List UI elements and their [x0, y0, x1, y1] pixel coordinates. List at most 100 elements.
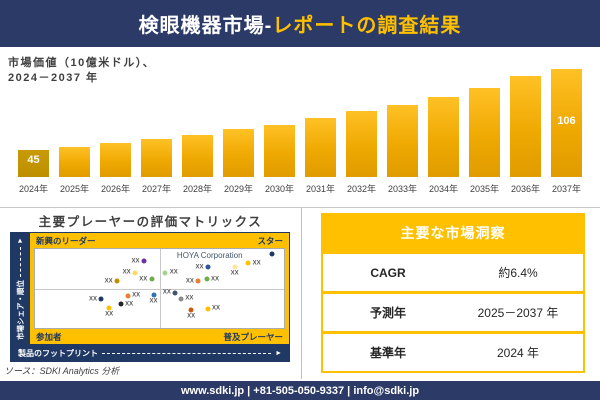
insights-row-CAGR: CAGR 約6.4%	[323, 254, 583, 291]
source-note: ソース：SDKI Analytics 分析	[4, 366, 120, 376]
horizontal-divider	[0, 207, 600, 208]
bar-rect	[100, 143, 146, 181]
page-title: 検眼機器市場-レポートの調査結果	[139, 9, 462, 38]
matrix-point-label: XX	[104, 278, 113, 285]
matrix-point: XX	[245, 260, 261, 266]
bar-rect	[469, 88, 515, 181]
chart-title-line2: 2024－2037 年	[8, 72, 99, 84]
bar-year-label: 2036年	[510, 184, 541, 194]
insights-table-header: 主要な市場洞察	[323, 215, 583, 251]
bar-value-label: 45	[27, 154, 40, 166]
matrix-point: XX	[196, 264, 211, 270]
matrix-point-label: XX	[122, 269, 131, 276]
matrix-point-label: XX	[187, 313, 196, 320]
bar-value-label: 106	[557, 115, 576, 127]
bar-chart: 45 2024年 2025年 2026年 2027年 2028年 2029年 2030年 203…	[13, 69, 597, 201]
chart-bar-2026年: 2026年	[95, 69, 146, 201]
bar-year-label: 2026年	[100, 184, 131, 194]
matrix-point: XX	[231, 264, 239, 277]
chart-bar-2027年: 2027年	[136, 69, 187, 201]
footer: www.sdki.jp | +81-505-050-9337 | info@sd…	[0, 381, 600, 400]
matrix-point-label: XX	[149, 298, 158, 305]
matrix-point: XX	[162, 270, 178, 276]
bar-rect	[346, 111, 392, 181]
matrix-point: XX	[105, 305, 113, 318]
bar-year-label: 2030年	[264, 184, 295, 194]
matrix-x-axis: 製品のフットプリント ►	[10, 345, 290, 362]
insights-row-label: 基準年	[369, 346, 406, 360]
quadrant-label-participants: 参加者	[36, 331, 62, 342]
bar-year-label: 2024年	[18, 184, 49, 194]
chart-bar-2033年: 2033年	[382, 69, 433, 201]
insights-row-value: 約6.4%	[498, 266, 538, 280]
bar-year-label: 2032年	[346, 184, 377, 194]
bar-rect	[141, 139, 187, 181]
bar-rect	[305, 118, 351, 181]
company-annotation: HOYA Corporation	[176, 250, 243, 260]
insights-row-基準年: 基準年 2024 年	[323, 334, 583, 371]
bar-year-label: 2028年	[182, 184, 213, 194]
chart-bar-2024年: 45 2024年	[13, 69, 64, 201]
matrix-point-label: XX	[88, 296, 97, 303]
chart-title: 市場価値（10億米ドル）、 2024－2037 年	[8, 56, 155, 86]
matrix-point: XX	[89, 296, 104, 302]
evaluation-matrix: 市場シェア・順位 ► 新興のリーダー スター HOYA Corporation …	[10, 232, 290, 362]
bar-year-label: 2037年	[551, 184, 582, 194]
insights-row-value: 2025－2037 年	[477, 306, 559, 320]
page-title-accent: レポートの調査結果	[272, 15, 462, 37]
matrix-plot-area: HOYA Corporation XX XX XX XX XX XX XX XX XX XX XX X…	[34, 248, 285, 329]
matrix-point: XX	[105, 278, 120, 284]
matrix-point-label: XX	[195, 264, 204, 271]
matrix-point-label: XX	[162, 289, 171, 296]
bar-year-label: 2025年	[59, 184, 90, 194]
matrix-frame: 新興のリーダー スター HOYA Corporation XX XX XX XX XX X…	[30, 232, 290, 345]
bar-rect	[264, 125, 310, 181]
matrix-point	[269, 251, 275, 257]
quadrant-label-stars: スター	[257, 235, 283, 246]
bar-rect	[387, 105, 433, 181]
chart-bar-2037年: 106 2037年	[546, 69, 597, 201]
matrix-point-label: XX	[125, 301, 134, 308]
matrix-point: XX	[132, 258, 147, 264]
matrix-top-band: 新興のリーダー スター	[30, 233, 289, 248]
matrix-x-axis-label: 製品のフットプリント	[18, 349, 98, 358]
bar-rect	[510, 76, 556, 181]
bar-year-label: 2031年	[305, 184, 336, 194]
matrix-point: XX	[125, 293, 140, 299]
bar-rect	[182, 135, 228, 181]
page-title-main: 検眼機器市場-	[138, 15, 273, 37]
matrix-point-label: XX	[131, 258, 140, 265]
matrix-point: XX	[123, 270, 138, 276]
bar-rect	[428, 97, 474, 181]
matrix-y-axis: 市場シェア・順位 ►	[10, 232, 30, 345]
matrix-y-axis-label: 市場シェア・順位	[15, 280, 25, 340]
chart-bar-2035年: 2035年	[464, 69, 515, 201]
chart-bar-2029年: 2029年	[218, 69, 269, 201]
y-axis-dashed-line	[19, 246, 21, 277]
matrix-point: XX	[205, 306, 220, 312]
bar-year-label: 2029年	[223, 184, 254, 194]
quadrant-label-emerging-leaders: 新興のリーダー	[36, 235, 96, 246]
header: 検眼機器市場-レポートの調査結果	[0, 0, 600, 47]
chart-bar-2030年: 2030年	[259, 69, 310, 201]
matrix-bottom-band: 参加者 普及プレーヤー	[30, 329, 289, 344]
matrix-point: XX	[178, 296, 193, 302]
bar-rect: 106	[551, 69, 597, 181]
bar-year-label: 2033年	[387, 184, 418, 194]
matrix-point-label: XX	[105, 311, 114, 318]
matrix-point-label: XX	[139, 276, 148, 283]
matrix-point: XX	[118, 301, 133, 307]
bar-year-label: 2034年	[428, 184, 459, 194]
bar-year-label: 2027年	[141, 184, 172, 194]
x-axis-dashed-line	[102, 353, 272, 354]
matrix-point-label: XX	[169, 269, 178, 276]
matrix-point-label: XX	[211, 276, 220, 283]
insights-row-予測年: 予測年 2025－2037 年	[323, 294, 583, 331]
insights-row-value: 2024 年	[496, 346, 540, 360]
bar-year-label: 2035年	[469, 184, 500, 194]
bar-rect	[223, 129, 269, 181]
matrix-point: XX	[139, 276, 155, 282]
chart-bar-2028年: 2028年	[177, 69, 228, 201]
matrix-point: XX	[186, 278, 201, 284]
